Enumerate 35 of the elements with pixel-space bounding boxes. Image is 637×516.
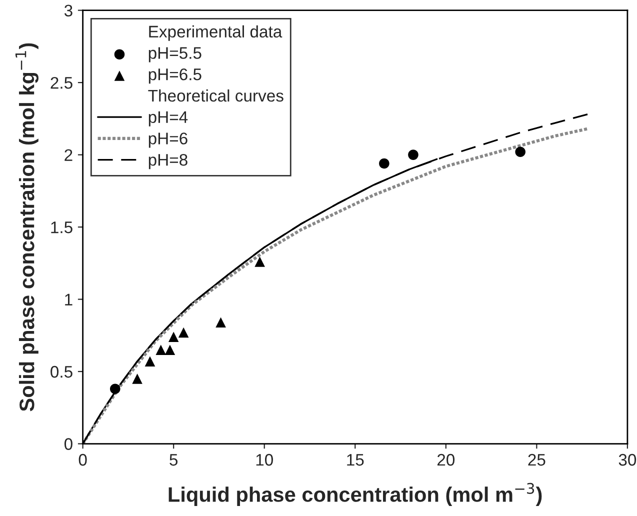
point [408,150,418,160]
point [132,374,142,384]
x-tick-label: 25 [528,454,546,466]
x-tick-label: 20 [437,454,455,466]
point [515,146,526,158]
point [164,344,176,355]
y-tick-label: 2 [64,149,72,161]
point [178,327,189,338]
annotation: Experimental data [149,25,282,41]
y-tick-label: 3 [64,4,72,17]
legend-label: pH=6 [148,132,188,148]
legend-label: pH=8 [148,154,188,170]
legend-label: pH=4 [148,111,188,126]
y-tick-label: 0 [64,438,72,450]
legend-label: pH=5.5 [148,47,202,62]
y-tick-label: 1 [65,294,72,306]
x-tick-label: 15 [347,454,364,466]
point [168,332,179,342]
point [144,356,156,367]
x-axis-title: Liquid phase concentration (mol m$^{−3}$) [168,482,542,506]
x-tick-label: 5 [170,454,178,466]
x-tick-label: 10 [256,454,273,466]
x-tick-label: 30 [618,454,636,466]
point [254,256,265,267]
legend-label: pH=6.5 [148,68,202,84]
y-tick-label: 2.5 [50,76,72,89]
y-tick-label: 0.5 [50,366,72,378]
y-axis-title: Solid phase concentration (mol kg$^{−1}$) [15,43,38,412]
point [379,158,390,169]
x-tick-label: 0 [78,454,87,466]
annotation: Theoretical curves [148,89,284,102]
y-tick-label: 1.5 [51,222,72,234]
point [110,384,120,394]
point [216,317,226,328]
point [156,344,166,355]
